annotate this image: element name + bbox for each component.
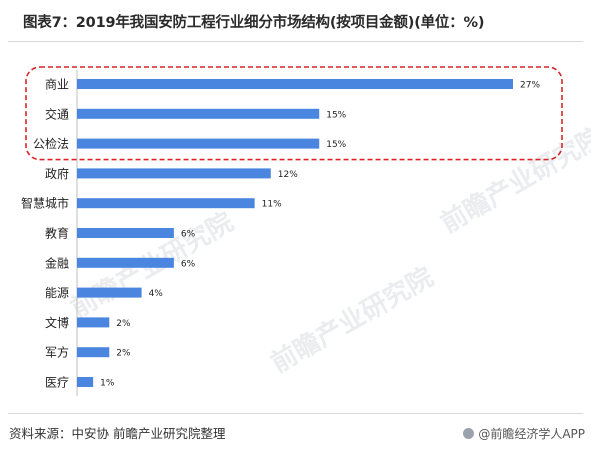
category-label: 公检法	[33, 136, 69, 151]
category-label: 政府	[45, 166, 69, 181]
bar-9	[77, 347, 110, 358]
category-label: 金融	[45, 255, 69, 270]
category-label: 商业	[45, 77, 69, 92]
category-label: 智慧城市	[21, 196, 69, 211]
category-label: 能源	[45, 286, 69, 300]
source-note: 资料来源：中安协 前瞻产业研究院整理	[9, 426, 226, 441]
value-label: 2%	[116, 349, 131, 359]
bar-2	[77, 138, 320, 149]
highlight-box	[25, 66, 563, 161]
bar-6	[77, 257, 174, 268]
bar-5	[77, 228, 174, 238]
value-label: 11%	[262, 200, 282, 210]
bar-7	[77, 287, 142, 298]
value-label: 15%	[326, 110, 346, 120]
title-divider	[8, 41, 583, 42]
value-label: 6%	[181, 259, 196, 269]
bar-8	[77, 317, 110, 328]
category-label: 教育	[45, 226, 69, 241]
brand-logo-icon	[463, 428, 475, 439]
category-label: 交通	[45, 106, 69, 121]
category-label: 军方	[45, 345, 69, 360]
category-label: 医疗	[45, 376, 69, 390]
category-label: 文博	[45, 315, 69, 330]
value-label: 12%	[278, 170, 298, 180]
bar-1	[77, 108, 320, 119]
value-label: 4%	[149, 289, 164, 299]
chart-title: 图表7：2019年我国安防工程行业细分市场结构(按项目金额)(单位：%)	[23, 15, 485, 31]
bar-10	[77, 377, 94, 387]
value-label: 2%	[116, 319, 131, 329]
value-label: 1%	[100, 379, 115, 389]
value-label: 27%	[520, 81, 540, 91]
bar-4	[77, 198, 255, 209]
value-label: 6%	[181, 230, 196, 240]
bar-0	[77, 79, 513, 89]
brand-label: @前瞻经济学人APP	[463, 425, 585, 442]
bar-3	[77, 168, 271, 179]
value-label: 15%	[326, 140, 346, 150]
brand-text: @前瞻经济学人APP	[478, 427, 585, 441]
footer-divider	[8, 413, 583, 414]
